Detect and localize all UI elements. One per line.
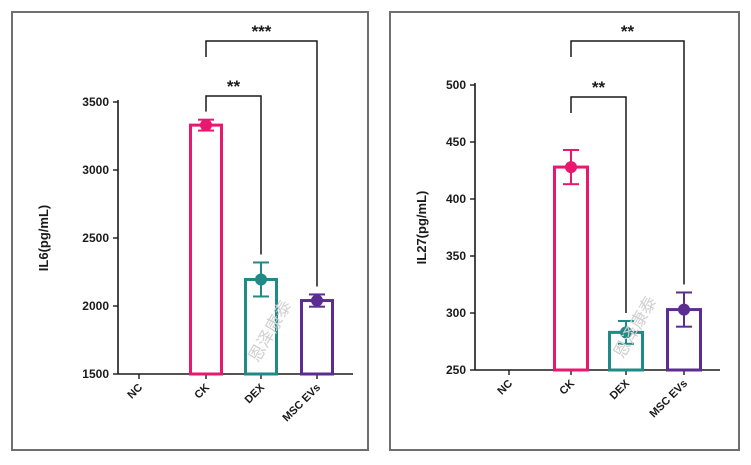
y-axis-label: IL6(pg/mL) [36,205,51,271]
y-tick-label: 500 [446,78,466,92]
data-point [311,294,323,307]
x-tick-label: MSC EVs [647,378,690,421]
x-tick-label: CK [557,378,577,398]
bar [553,165,589,372]
bar [244,277,278,376]
il27-chart-panel: 250 300 350 400 450 500 IL27(pg/mL) NC CK DEX MSC … [389,11,740,451]
y-tick-label: 250 [446,363,466,377]
il6-chart: 1500 2000 2500 3000 3500 IL6(pg/mL) NC CK DEX MSC… [36,22,353,425]
x-tick-label: NC [495,378,515,398]
data-point [565,161,577,174]
y-tick-label: 2000 [82,299,109,313]
bar [189,123,223,376]
x-tick-label: NC [125,382,145,402]
data-point [200,119,212,132]
significance-bracket [570,96,627,313]
significance-label: *** [252,22,272,41]
y-axis-label: IL27(pg/mL) [414,191,429,265]
x-tick-label: MSC EVs [280,382,323,425]
y-tick-label: 350 [446,249,466,263]
x-tick-label: DEX [608,377,633,402]
significance-bracket [205,40,318,287]
y-tick-label: 1500 [82,367,109,381]
x-tick-label: CK [192,382,212,402]
y-tick-label: 300 [446,306,466,320]
il27-chart: 250 300 350 400 450 500 IL27(pg/mL) NC CK DEX MSC … [414,22,720,421]
significance-label: ** [621,22,635,41]
significance-label: ** [592,78,606,97]
y-tick-label: 3500 [82,95,109,109]
bar [300,299,334,376]
data-point [620,326,632,339]
significance-bracket [205,95,262,255]
x-tick-label: DEX [243,381,268,406]
y-tick-label: 400 [446,192,466,206]
il6-chart-panel: 1500 2000 2500 3000 3500 IL6(pg/mL) NC CK DEX MSC… [11,11,369,451]
significance-label: ** [227,77,241,96]
data-point [255,273,267,286]
y-tick-label: 2500 [82,231,109,245]
significance-bracket [570,40,685,285]
y-tick-label: 3000 [82,163,109,177]
data-point [678,303,690,316]
y-tick-label: 450 [446,135,466,149]
